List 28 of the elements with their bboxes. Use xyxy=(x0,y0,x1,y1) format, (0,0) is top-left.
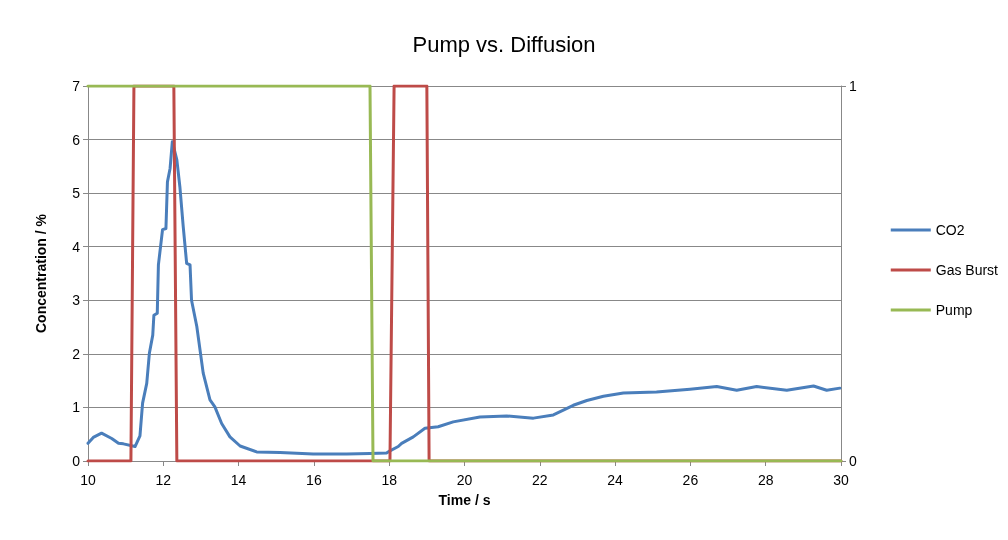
x-tick-label: 10 xyxy=(80,472,96,488)
y2-tick-label: 0 xyxy=(849,453,857,469)
y-tick-label: 7 xyxy=(72,78,81,94)
x-axis-title: Time / s xyxy=(438,492,491,508)
y-tick-label: 0 xyxy=(72,453,81,469)
y-axis-title: Concentration / % xyxy=(33,213,49,334)
x-tick-label: 22 xyxy=(532,472,548,488)
y-tick-label: 1 xyxy=(72,399,81,416)
x-tick-label: 12 xyxy=(155,472,172,488)
legend-label: Gas Burst xyxy=(935,262,999,278)
legend-label: CO2 xyxy=(935,222,965,238)
line-series xyxy=(86,140,842,456)
y-tick-label: 2 xyxy=(72,345,81,362)
y-tick-label: 6 xyxy=(72,131,81,148)
y-tick-label: 3 xyxy=(72,292,81,309)
chart-title: Pump vs. Diffusion xyxy=(412,31,596,57)
x-tick-label: 14 xyxy=(230,472,247,488)
y-tick-label: 4 xyxy=(72,238,81,255)
x-tick-label: 28 xyxy=(757,472,774,488)
x-tick-label: 26 xyxy=(682,472,699,488)
x-tick-label: 20 xyxy=(456,472,473,488)
x-tick-label: 18 xyxy=(381,472,398,488)
x-tick-label: 24 xyxy=(607,472,624,488)
y-tick-label: 5 xyxy=(72,185,81,202)
x-tick-label: 16 xyxy=(306,472,322,488)
x-tick-label: 30 xyxy=(833,472,849,488)
y2-tick-label: 1 xyxy=(849,78,857,94)
legend-label: Pump xyxy=(935,302,973,318)
